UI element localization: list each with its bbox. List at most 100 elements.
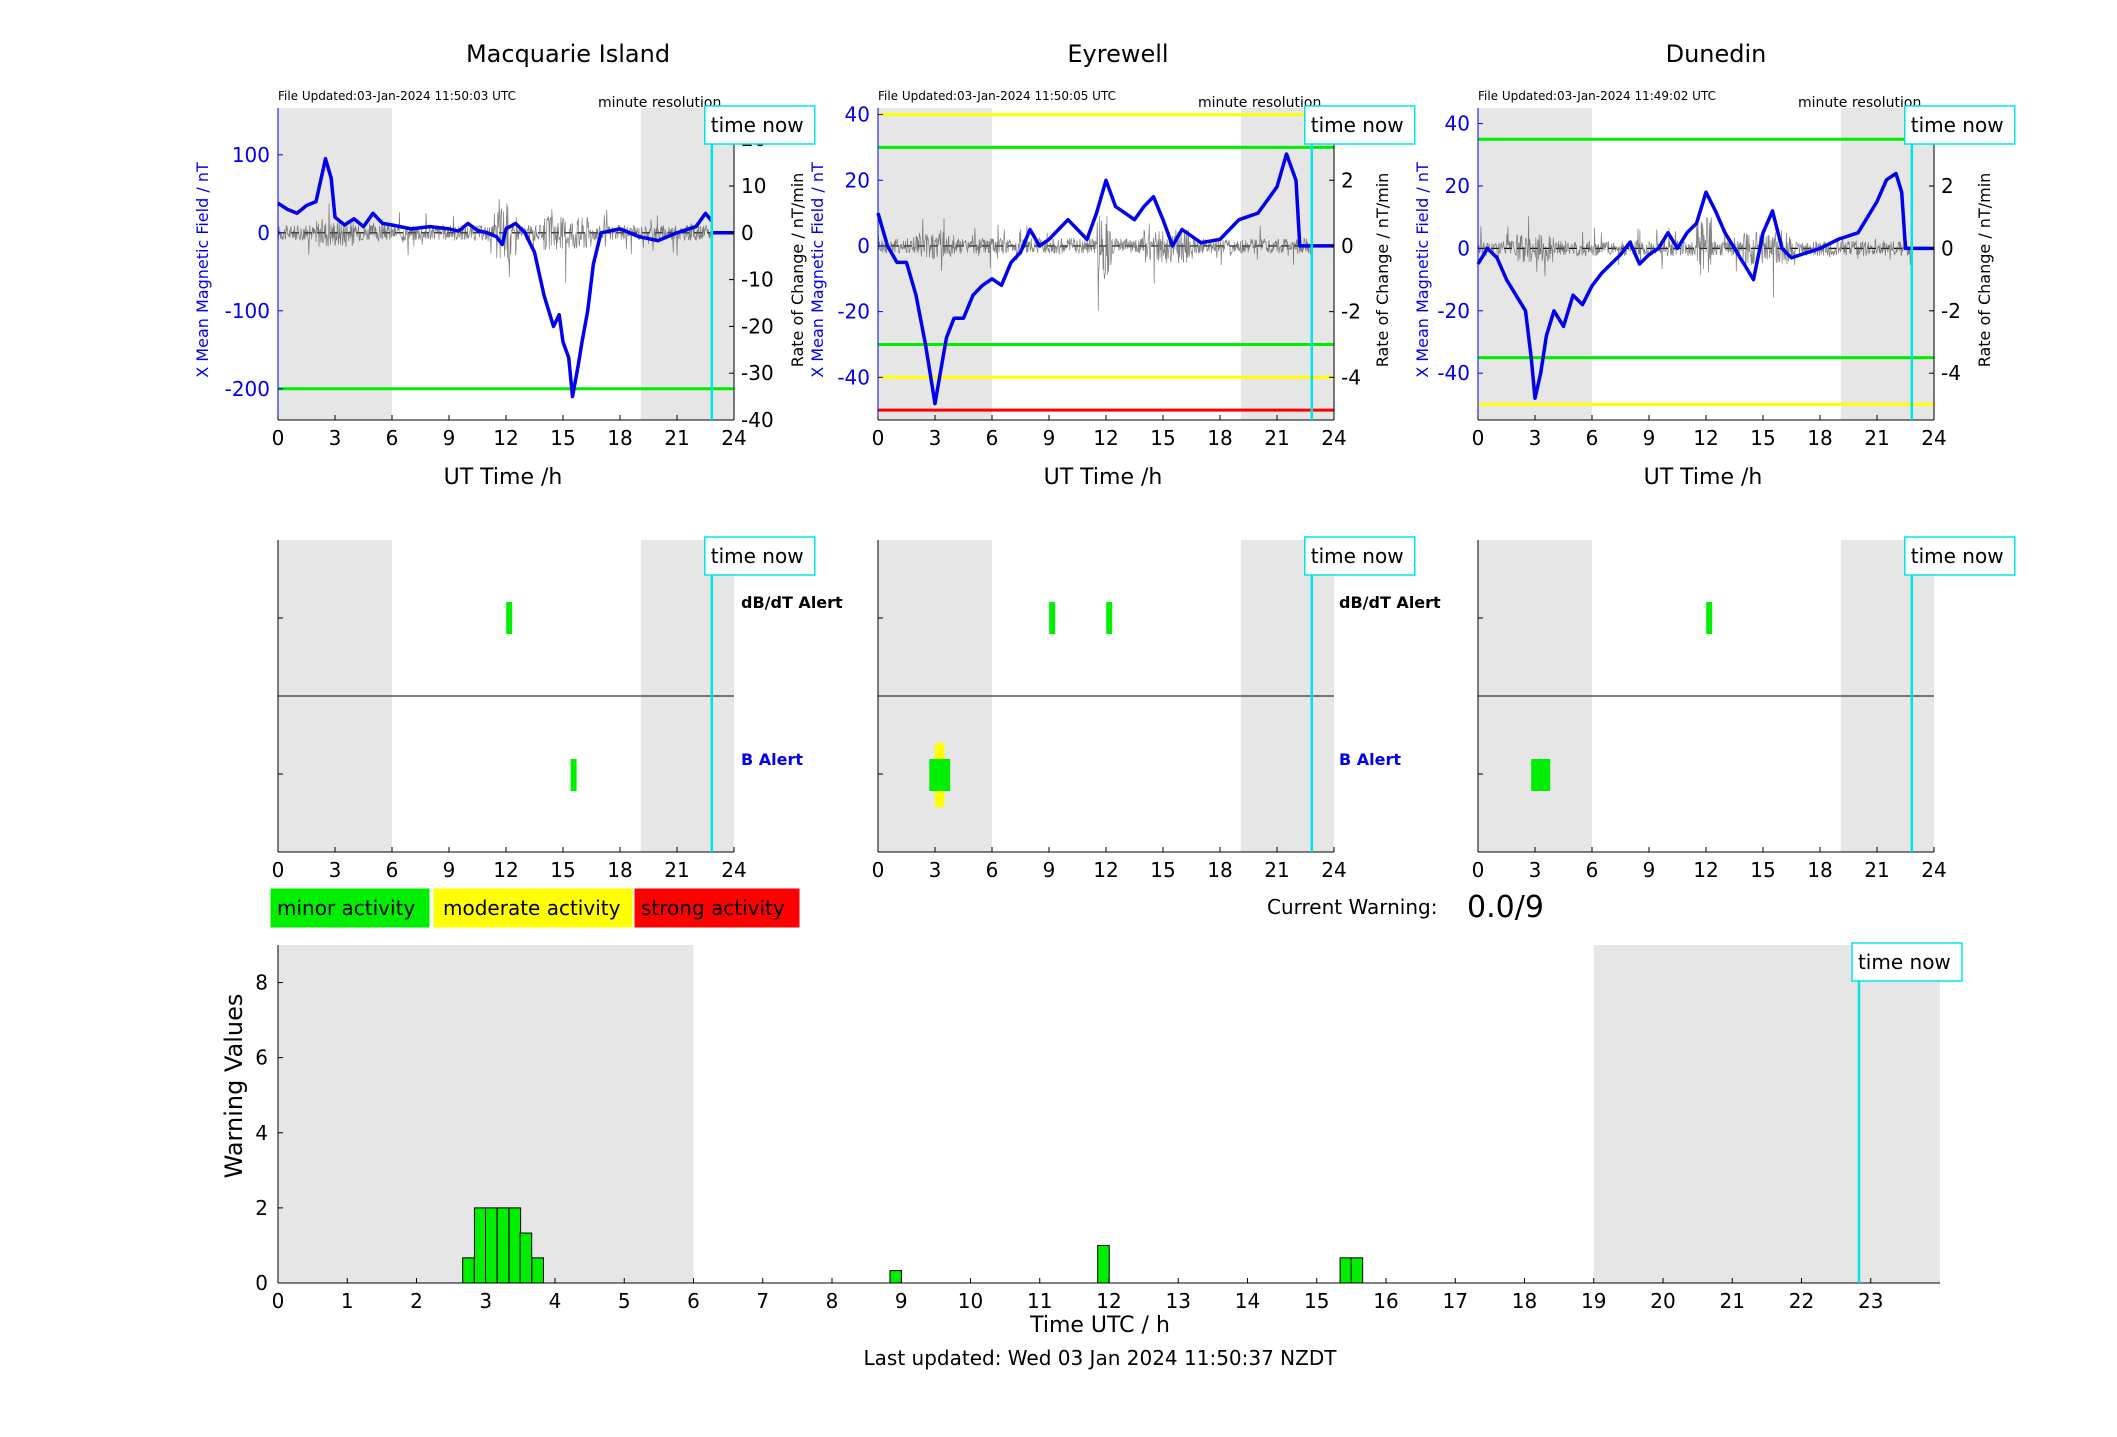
warning-time-now-label: time now (1858, 950, 1951, 974)
warning-xtick-label: 16 (1373, 1289, 1398, 1313)
warning-xtick-label: 6 (687, 1289, 700, 1313)
warning-xtick-label: 17 (1443, 1289, 1468, 1313)
alert-time-now-box-dunedin (1904, 536, 2016, 576)
alert-xtick-label-dunedin: 3 (1529, 858, 1542, 882)
ytick-right-label-macquarie: -10 (741, 268, 774, 292)
xtick-label-dunedin: 0 (1472, 426, 1485, 450)
resolution-macquarie: minute resolution (598, 95, 721, 111)
xtick-label-macquarie: 15 (550, 426, 575, 450)
warning-ytick-label: 0 (255, 1271, 268, 1295)
warning-ytick-label: 8 (255, 971, 268, 995)
xtick-label-eyrewell: 6 (986, 426, 999, 450)
warning-xtick-label: 2 (410, 1289, 423, 1313)
alert-xtick-label-macquarie: 15 (550, 858, 575, 882)
last-updated: Last updated: Wed 03 Jan 2024 11:50:37 N… (864, 1346, 1338, 1370)
warning-ytick-label: 4 (255, 1121, 268, 1145)
ytick-left-label-dunedin: -40 (1437, 361, 1470, 385)
warning-time-now-box (1851, 942, 1963, 982)
station-title-eyrewell: Eyrewell (1067, 40, 1168, 68)
alert-time-now-label-dunedin: time now (1911, 544, 2004, 568)
time-now-box-dunedin (1904, 105, 2016, 145)
night-shade-eyrewell (878, 108, 992, 420)
warning-xtick-label: 22 (1789, 1289, 1814, 1313)
xtick-label-eyrewell: 21 (1264, 426, 1289, 450)
legend-minor-label: minor activity (277, 896, 415, 920)
alert-xtick-label-dunedin: 9 (1643, 858, 1656, 882)
rate-of-change-trace-dunedin (1477, 216, 1913, 298)
b-alert-label-macquarie: B Alert (741, 750, 803, 769)
xtick-label-macquarie: 6 (386, 426, 399, 450)
ytick-left-label-macquarie: 0 (257, 221, 270, 245)
ytick-right-label-macquarie: -30 (741, 361, 774, 385)
warning-xtick-label: 23 (1858, 1289, 1883, 1313)
xtick-label-macquarie: 21 (664, 426, 689, 450)
alert-xtick-label-macquarie: 18 (607, 858, 632, 882)
xlabel-dunedin: UT Time /h (1644, 465, 1763, 490)
file-updated-dunedin: File Updated:03-Jan-2024 11:49:02 UTC (1478, 89, 1716, 103)
ylabel-left-dunedin: X Mean Magnetic Field / nT (1413, 162, 1432, 378)
xtick-label-dunedin: 21 (1864, 426, 1889, 450)
warning-xtick-label: 4 (549, 1289, 562, 1313)
dbdt-alert-mark-eyrewell (1049, 602, 1056, 634)
alert-xtick-label-eyrewell: 21 (1264, 858, 1289, 882)
warning-xtick-label: 15 (1304, 1289, 1329, 1313)
file-updated-macquarie: File Updated:03-Jan-2024 11:50:03 UTC (278, 89, 516, 103)
warning-bar (473, 1207, 487, 1284)
alert-xtick-label-macquarie: 21 (664, 858, 689, 882)
legend-moderate-swatch (432, 887, 634, 929)
legend-moderate-label: moderate activity (443, 896, 621, 920)
alert-xtick-label-eyrewell: 12 (1093, 858, 1118, 882)
night-shade-dunedin (1840, 108, 1934, 420)
warning-ytick-label: 6 (255, 1046, 268, 1070)
xlabel-macquarie: UT Time /h (444, 465, 563, 490)
ytick-left-label-dunedin: -20 (1437, 299, 1470, 323)
ytick-left-label-macquarie: 100 (232, 143, 270, 167)
xtick-label-macquarie: 24 (721, 426, 746, 450)
alert-xtick-label-dunedin: 24 (1921, 858, 1946, 882)
resolution-eyrewell: minute resolution (1198, 95, 1321, 111)
ytick-right-label-dunedin: 0 (1941, 236, 1954, 260)
warning-bar (485, 1207, 498, 1284)
alert-xtick-label-eyrewell: 15 (1150, 858, 1175, 882)
b-alert-label-eyrewell: B Alert (1339, 750, 1401, 769)
resolution-dunedin: minute resolution (1798, 95, 1921, 111)
station-title-macquarie: Macquarie Island (466, 40, 670, 68)
ytick-right-label-dunedin: -2 (1941, 299, 1961, 323)
dbdt-alert-label-macquarie: dB/dT Alert (741, 593, 843, 612)
time-now-box-eyrewell (1304, 105, 1416, 145)
legend-minor-swatch (269, 887, 431, 929)
ytick-left-label-dunedin: 0 (1457, 236, 1470, 260)
xtick-label-eyrewell: 18 (1207, 426, 1232, 450)
warning-xtick-label: 14 (1235, 1289, 1260, 1313)
xtick-label-dunedin: 24 (1921, 426, 1946, 450)
warning-xtick-label: 3 (479, 1289, 492, 1313)
legend-strong-swatch (633, 887, 801, 929)
ytick-left-label-eyrewell: 40 (845, 103, 870, 127)
dbdt-alert-mark-dunedin (1706, 602, 1713, 634)
dbdt-alert-label-eyrewell: dB/dT Alert (1339, 593, 1441, 612)
alert-xtick-label-dunedin: 18 (1807, 858, 1832, 882)
ytick-right-label-macquarie: 10 (741, 174, 766, 198)
warning-bar (889, 1270, 902, 1284)
warning-bar (519, 1232, 533, 1284)
alert-xtick-label-eyrewell: 9 (1043, 858, 1056, 882)
ylabel-right-macquarie: Rate of Change / nT/min (788, 173, 807, 368)
ylabel-right-dunedin: Rate of Change / nT/min (1975, 173, 1994, 368)
bottom-ylabel: Warning Values (220, 994, 248, 1179)
xtick-label-dunedin: 12 (1693, 426, 1718, 450)
warning-ytick-label: 2 (255, 1196, 268, 1220)
warning-xtick-label: 12 (1096, 1289, 1121, 1313)
alert-xtick-label-macquarie: 3 (329, 858, 342, 882)
xtick-label-dunedin: 6 (1586, 426, 1599, 450)
warning-bar (462, 1257, 475, 1284)
warning-xtick-label: 18 (1512, 1289, 1537, 1313)
ylabel-left-eyrewell: X Mean Magnetic Field / nT (808, 162, 827, 378)
alert-time-now-label-eyrewell: time now (1311, 544, 1404, 568)
warning-bar (1350, 1257, 1364, 1284)
alert-xtick-label-macquarie: 6 (386, 858, 399, 882)
ytick-left-label-eyrewell: -40 (837, 365, 870, 389)
xtick-label-eyrewell: 3 (929, 426, 942, 450)
alert-xtick-label-eyrewell: 0 (872, 858, 885, 882)
night-shade-macquarie (640, 108, 734, 420)
